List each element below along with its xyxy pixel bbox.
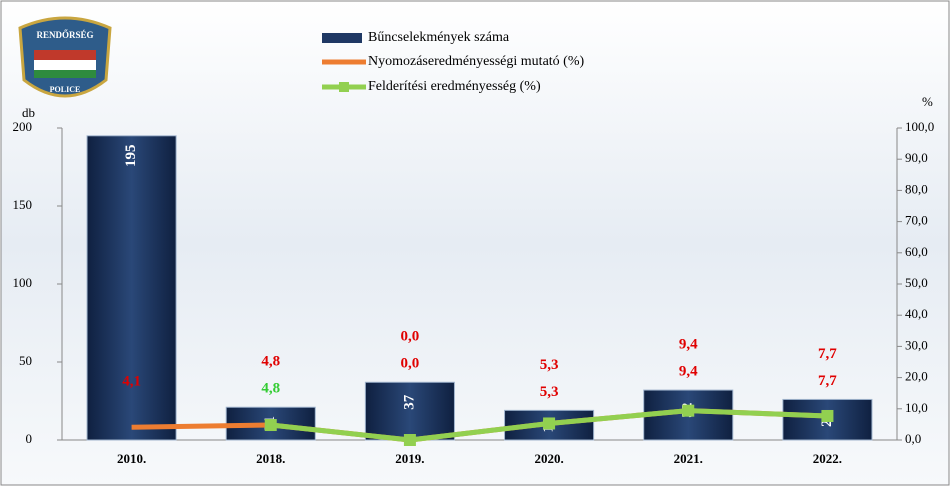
marker	[682, 404, 695, 417]
y2-tick-label: 70,0	[905, 213, 928, 228]
y2-tick-label: 50,0	[905, 275, 928, 290]
marker	[821, 409, 834, 422]
data-label: 4,1	[122, 374, 141, 390]
bar-label: 37	[401, 394, 417, 410]
bar-label: 195	[123, 145, 139, 168]
bar	[364, 381, 455, 441]
x-tick-label: 2018.	[256, 451, 285, 466]
x-tick-label: 2021.	[674, 451, 703, 466]
legend-marker	[339, 82, 349, 92]
y2-tick-label: 60,0	[905, 244, 928, 259]
data-label: 7,7	[818, 346, 837, 362]
y2-tick-label: 90,0	[905, 150, 928, 165]
y-tick-label: 200	[13, 119, 33, 134]
data-label: 5,3	[540, 357, 559, 373]
data-label: 0,0	[401, 329, 420, 345]
x-tick-label: 2022.	[813, 451, 842, 466]
data-label: 0,0	[401, 356, 420, 372]
legend-label: Bűncselekmények száma	[368, 30, 510, 45]
x-tick-label: 2010.	[117, 451, 146, 466]
marker	[543, 417, 556, 430]
data-label: 4,8	[261, 381, 280, 397]
y-tick-label: 100	[13, 275, 33, 290]
data-label: 4,8	[261, 354, 280, 370]
legend-label: Nyomozáseredményességi mutató (%)	[368, 54, 584, 69]
logo-top: RENDŐRSÉG	[36, 30, 93, 40]
y2-tick-label: 20,0	[905, 369, 928, 384]
data-label: 7,7	[818, 373, 837, 389]
marker	[403, 434, 416, 446]
y2-axis-label: %	[922, 94, 933, 109]
y2-tick-label: 100,0	[905, 119, 934, 134]
legend-label: Felderítési eredményesség (%)	[368, 79, 541, 94]
y-tick-label: 0	[26, 431, 33, 446]
data-label: 9,4	[679, 364, 698, 380]
y-axis-label: db	[22, 105, 35, 120]
y2-tick-label: 30,0	[905, 337, 928, 352]
y2-tick-label: 0,0	[905, 431, 921, 446]
y2-tick-label: 40,0	[905, 306, 928, 321]
y2-tick-label: 10,0	[905, 400, 928, 415]
data-label: 9,4	[679, 337, 698, 353]
y-tick-label: 50	[19, 353, 32, 368]
y2-tick-label: 80,0	[905, 181, 928, 196]
x-tick-label: 2020.	[534, 451, 563, 466]
legend-swatch	[322, 33, 362, 43]
y-tick-label: 150	[13, 197, 33, 212]
marker	[264, 419, 277, 432]
bar	[86, 135, 177, 441]
x-tick-label: 2019.	[395, 451, 424, 466]
logo-bottom: POLICE	[50, 85, 81, 94]
data-label: 5,3	[540, 384, 559, 400]
logo: RENDŐRSÉG POLICE	[18, 16, 112, 98]
